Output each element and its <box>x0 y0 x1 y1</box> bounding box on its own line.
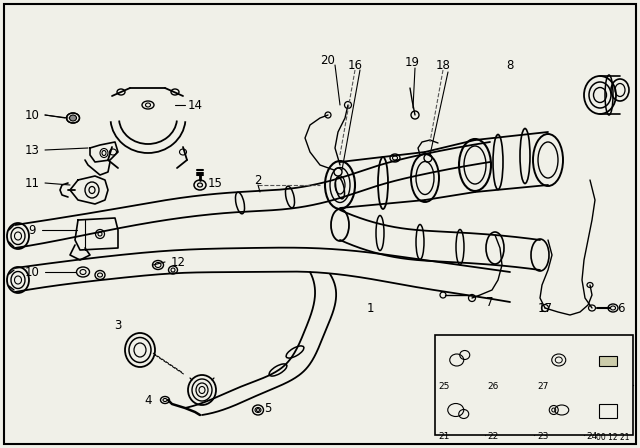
Text: 7: 7 <box>486 296 493 309</box>
Text: 23: 23 <box>537 432 548 441</box>
Text: 13: 13 <box>24 143 40 156</box>
Text: 27: 27 <box>537 382 548 391</box>
Text: 20: 20 <box>321 53 335 66</box>
Text: 10: 10 <box>24 108 40 121</box>
Bar <box>599 404 617 418</box>
Text: 6: 6 <box>617 302 625 314</box>
Text: 24: 24 <box>586 432 598 441</box>
Text: 00 12 21: 00 12 21 <box>596 433 630 442</box>
Text: 16: 16 <box>348 59 362 72</box>
Text: 3: 3 <box>115 319 122 332</box>
Text: 25: 25 <box>438 382 449 391</box>
Text: 9: 9 <box>28 224 36 237</box>
Text: 2: 2 <box>254 173 262 186</box>
Text: 19: 19 <box>404 56 419 69</box>
Text: 14: 14 <box>188 99 202 112</box>
Text: 17: 17 <box>538 302 552 314</box>
Text: 10: 10 <box>24 266 40 279</box>
Text: 21: 21 <box>438 432 449 441</box>
Text: 15: 15 <box>207 177 223 190</box>
Text: 8: 8 <box>506 59 514 72</box>
Bar <box>599 356 617 366</box>
Ellipse shape <box>255 408 261 413</box>
Text: 4: 4 <box>144 393 152 406</box>
Text: 5: 5 <box>264 401 272 414</box>
Bar <box>435 335 633 435</box>
Ellipse shape <box>70 115 77 121</box>
Text: 22: 22 <box>488 432 499 441</box>
Text: 12: 12 <box>170 255 186 268</box>
Text: 26: 26 <box>488 382 499 391</box>
Text: 18: 18 <box>436 59 451 72</box>
Text: 1: 1 <box>366 302 374 314</box>
Text: 11: 11 <box>24 177 40 190</box>
